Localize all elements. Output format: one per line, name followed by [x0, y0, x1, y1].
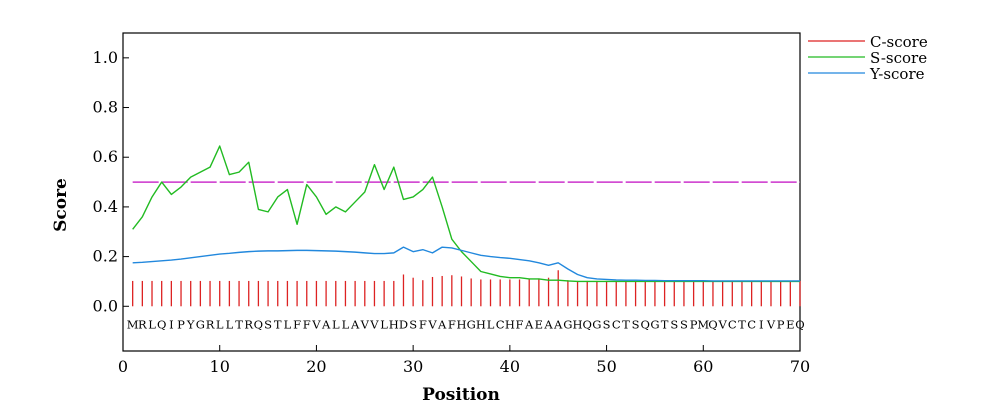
sequence-residue: L — [284, 318, 292, 332]
sequence-residue: R — [206, 318, 215, 332]
sequence-residue: A — [553, 318, 563, 332]
y-tick-label: 0.8 — [93, 98, 118, 117]
legend-label-y-score: Y-score — [869, 65, 925, 83]
legend-label-s-score: S-score — [870, 49, 927, 67]
series-layer — [132, 145, 801, 307]
x-tick-label: 30 — [403, 357, 423, 376]
sequence-residue: L — [332, 318, 340, 332]
sequence-residue: G — [196, 318, 205, 332]
sequence-residue: S — [632, 318, 640, 332]
sequence-residue: S — [680, 318, 688, 332]
sequence-residue: Q — [583, 318, 592, 332]
sequence-residue: V — [717, 318, 727, 332]
sequence-residue: H — [476, 318, 486, 332]
sequence-residue: F — [303, 318, 311, 332]
x-tick-label: 40 — [500, 357, 520, 376]
sequence-residue: V — [369, 318, 379, 332]
sequence-residue: R — [244, 318, 253, 332]
sequence-residue: C — [496, 318, 505, 332]
sequence-residue: C — [728, 318, 737, 332]
sequence-residue: E — [535, 318, 543, 332]
series-line-s-score — [132, 145, 800, 283]
sequence-residue: P — [777, 318, 785, 332]
y-tick-label: 0.2 — [93, 247, 118, 266]
sequence-residue: I — [759, 318, 764, 332]
sequence-residue: L — [342, 318, 350, 332]
sequence-residue: T — [661, 318, 669, 332]
sequence-residue: H — [573, 318, 583, 332]
x-tick-label: 0 — [118, 357, 128, 376]
sequence-residue: S — [264, 318, 272, 332]
sequence-residue: Q — [641, 318, 650, 332]
y-tick-label: 0.6 — [93, 147, 118, 166]
sequence-residue: L — [380, 318, 388, 332]
sequence-residue: G — [563, 318, 572, 332]
sequence-residue: T — [622, 318, 630, 332]
sequence-residue: M — [697, 318, 709, 332]
plot-frame — [122, 32, 801, 352]
sequence-residue: G — [467, 318, 476, 332]
sequence-residue: L — [226, 318, 234, 332]
x-tick-label: 10 — [210, 357, 230, 376]
sequence-residue: F — [293, 318, 301, 332]
sequence-residue: H — [456, 318, 466, 332]
sequence-residue: M — [127, 318, 139, 332]
sequence-residue: G — [592, 318, 601, 332]
x-tick-label: 70 — [790, 357, 810, 376]
legend: C-score S-score Y-score — [808, 33, 928, 83]
sequence-residue: G — [650, 318, 659, 332]
x-axis-title: Position — [422, 385, 500, 405]
x-tick-label: 50 — [596, 357, 616, 376]
y-tick-label: 0.4 — [93, 197, 118, 216]
x-tick-label: 20 — [306, 357, 326, 376]
sequence-residue: P — [690, 318, 698, 332]
sequence-residue: H — [389, 318, 399, 332]
sequence-residue: L — [487, 318, 495, 332]
sequence-residue: D — [399, 318, 408, 332]
sequence-residue: P — [177, 318, 185, 332]
sequence-residue: L — [148, 318, 156, 332]
y-tick-label: 0.0 — [93, 296, 118, 315]
sequence-residue: F — [419, 318, 427, 332]
sequence-residue: A — [524, 318, 534, 332]
sequence-residue: L — [216, 318, 224, 332]
series-line-y-score — [132, 246, 800, 282]
sequence-residue: R — [138, 318, 147, 332]
sequence-residue: I — [169, 318, 174, 332]
sequence-residue: V — [360, 318, 370, 332]
axis-layer: 0.0 0.2 0.4 0.6 0.8 1.0 0 10 20 30 40 50 60 70 — [93, 48, 811, 376]
sequence-residue: T — [274, 318, 282, 332]
sequence-residue: S — [603, 318, 611, 332]
sequence-residue: Q — [157, 318, 166, 332]
sequence-residue: Q — [708, 318, 717, 332]
sequence-residue: Q — [795, 318, 804, 332]
x-tick-label: 60 — [693, 357, 713, 376]
series-c-score — [132, 270, 801, 307]
sequence-residue: A — [437, 318, 447, 332]
sequence-residue: E — [786, 318, 794, 332]
sequence-residue: H — [505, 318, 515, 332]
sequence-residue: A — [350, 318, 360, 332]
sequence-residue: V — [427, 318, 437, 332]
sequence-residue: Y — [186, 318, 195, 332]
sequence-residue: A — [321, 318, 331, 332]
y-tick-label: 1.0 — [93, 48, 118, 67]
sequence-residue: S — [409, 318, 417, 332]
sequence-residue: T — [235, 318, 243, 332]
sequence-residue: F — [516, 318, 524, 332]
sequence-residue: V — [766, 318, 776, 332]
sequence-residue: C — [747, 318, 756, 332]
legend-label-c-score: C-score — [870, 33, 928, 51]
sequence-residue: T — [738, 318, 746, 332]
sequence-residue: S — [670, 318, 678, 332]
sequence-residue: F — [448, 318, 456, 332]
sequence-residue: A — [543, 318, 553, 332]
sequence-residue: V — [311, 318, 321, 332]
sequence-residue: Q — [254, 318, 263, 332]
sequence-residue: C — [612, 318, 621, 332]
y-axis-title: Score — [51, 178, 71, 232]
